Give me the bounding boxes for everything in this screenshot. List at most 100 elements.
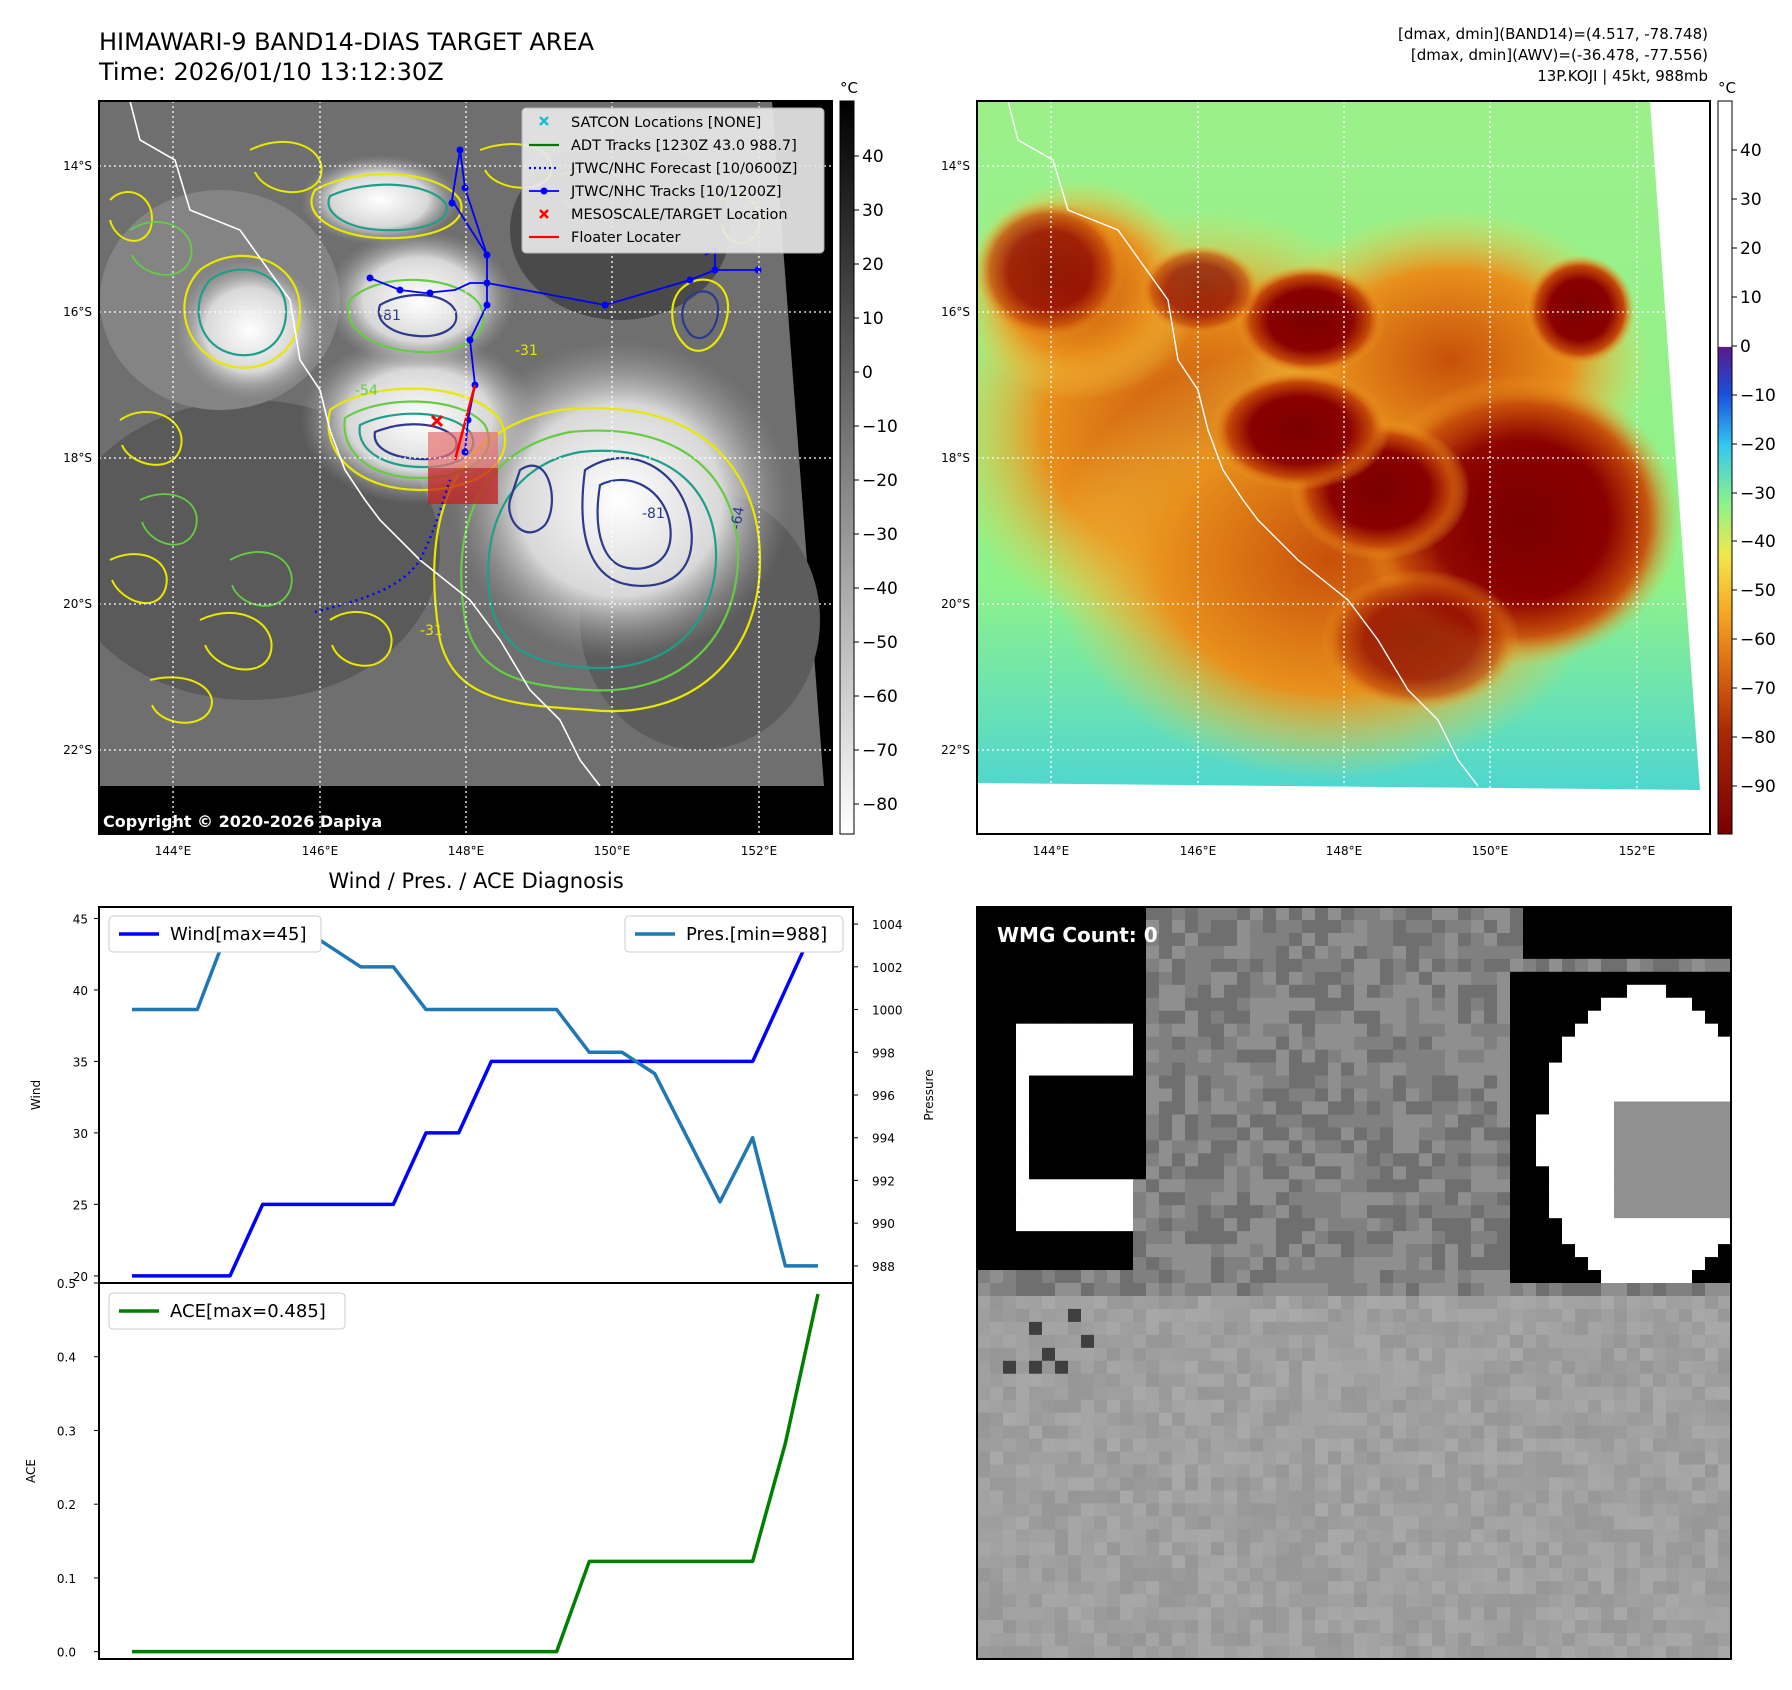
wmg-panel: WMG Count: 0 [976,906,1732,1660]
colorbar-right-tick: −50 [1740,581,1776,601]
wind-tick-label: 45 [73,912,88,926]
ace-tick-label: 0.5 [57,1277,76,1291]
lat-label: 16°S [941,305,970,319]
lat-label: 14°S [63,159,92,173]
wind-legend-label: Wind[max=45] [170,924,307,945]
lon-label: 152°E [741,844,778,858]
lat-label: 14°S [941,159,970,173]
floater-locater [453,384,477,461]
wind-tick-label: 20 [73,1270,88,1284]
lon-label: 150°E [594,844,631,858]
ace-plot: 0.0 0.1 0.2 0.3 0.4 0.5 [57,1277,820,1660]
pressure-tick-label: 992 [872,1174,895,1188]
pressure-legend: Pres.[min=988] [624,915,844,953]
stats-awv: [dmax, dmin](AWV)=(-36.478, -77.556) [1411,46,1708,64]
colorbar-right-unit: °C [1718,79,1736,97]
ace-tick-label: 0.3 [57,1424,76,1438]
legend-label: Floater Locater [571,230,680,246]
colorbar-right-tick: −60 [1740,630,1776,650]
contour-label: -54 [355,383,378,399]
copyright: Copyright © 2020-2026 Dapiya [103,812,382,831]
colorbar-left-tick: 40 [862,147,884,167]
contour-label: -81 [378,308,401,324]
pressure-axis-label: Pressure [922,1069,936,1120]
lon-label: 144°E [1033,844,1070,858]
diagnosis-title: Wind / Pres. / ACE Diagnosis [328,869,623,893]
ace-tick-label: 0.2 [57,1498,76,1512]
contour-label: -31 [515,343,538,359]
ace-tick-label: 0.0 [57,1646,76,1660]
lon-label: 152°E [1619,844,1656,858]
lat-label: 18°S [941,451,970,465]
legend-label: JTWC/NHC Forecast [10/0600Z] [570,161,797,177]
lat-label: 22°S [941,743,970,757]
pressure-tick-label: 1004 [872,918,903,932]
legend-marker-mesoscale [539,209,549,219]
figure-time: Time: 2026/01/10 13:12:30Z [98,58,444,86]
map-legend: SATCON Locations [NONE] ADT Tracks [1230… [521,107,825,254]
colorbar-right: °C 40 30 20 10 0 −10 −20 −30 −40 −50 −60 −70 −80 −90 [1717,79,1776,835]
awv-map-gridlines [977,101,1710,834]
lat-label: 20°S [63,597,92,611]
coastline [129,101,601,787]
jtwc-forecast-track [314,479,452,614]
contour-label: -31 [420,623,443,639]
ace-tick-label: 0.4 [57,1351,76,1365]
pressure-tick-label: 994 [872,1132,895,1146]
stats-band14: [dmax, dmin](BAND14)=(4.517, -78.748) [1398,25,1708,43]
legend-label: MESOSCALE/TARGET Location [571,207,788,223]
pressure-tick-label: 1002 [872,961,903,975]
colorbar-left-tick: −10 [862,417,898,437]
colorbar-right-tick: 20 [1740,239,1762,259]
lon-label: 148°E [448,844,485,858]
ace-tick-label: 0.1 [57,1572,76,1586]
colorbar-right-tick: 30 [1740,190,1762,210]
colorbar-right-tick: 40 [1740,141,1762,161]
wind-series-line [132,917,820,1278]
wmg-count-label: WMG Count: 0 [997,923,1158,947]
figure-title: HIMAWARI-9 BAND14-DIAS TARGET AREA [99,28,595,56]
ace-legend: ACE[max=0.485] [108,1292,346,1330]
legend-label: JTWC/NHC Tracks [10/1200Z] [570,184,782,200]
colorbar-right-tick: −80 [1740,728,1776,748]
colorbar-left-unit: °C [840,79,858,97]
pressure-tick-label: 1000 [872,1004,903,1018]
colorbar-right-tick: −70 [1740,679,1776,699]
wind-pressure-plot: 20 25 30 35 40 45 988 990 992 994 996 998 1000 1002 10… [73,912,903,1283]
lat-label: 20°S [941,597,970,611]
colorbar-left-tick: 10 [862,309,884,329]
pressure-tick-label: 998 [872,1046,895,1060]
mesoscale-target-marker [430,414,444,428]
contour-label: -81 [642,506,665,522]
colorbar-left: °C 40 30 20 10 0 −10 −20 −30 −40 −50 −60 −70 −80 [839,79,898,835]
lat-label: 18°S [63,451,92,465]
colorbar-right-tick: 0 [1740,337,1751,357]
pressure-legend-label: Pres.[min=988] [686,924,827,945]
legend-label: ADT Tracks [1230Z 43.0 988.7] [571,138,797,154]
lon-label: 144°E [155,844,192,858]
lon-label: 146°E [1180,844,1217,858]
awv-map-panel [977,101,1710,834]
wind-tick-label: 30 [73,1127,88,1141]
storm-info: 13P.KOJI | 45kt, 988mb [1537,67,1708,85]
ace-axis-label: ACE [24,1459,38,1483]
legend-marker-satcon [539,116,549,126]
legend-label: SATCON Locations [NONE] [571,115,761,131]
lat-label: 16°S [63,305,92,319]
pressure-tick-label: 996 [872,1089,895,1103]
legend-marker-tracks-dot [540,187,548,195]
pressure-tick-label: 990 [872,1217,895,1231]
colorbar-right-tick: −90 [1740,777,1776,797]
wind-tick-label: 40 [73,984,88,998]
colorbar-right-tick: −10 [1740,386,1776,406]
lon-label: 148°E [1326,844,1363,858]
colorbar-right-tick: −20 [1740,435,1776,455]
wind-legend: Wind[max=45] [108,915,322,953]
coastline-right [1007,101,1479,787]
colorbar-left-tick: 30 [862,201,884,221]
colorbar-left-tick: 0 [862,363,873,383]
lat-label: 22°S [63,743,92,757]
wind-tick-label: 35 [73,1055,88,1069]
colorbar-left-tick: 20 [862,255,884,275]
